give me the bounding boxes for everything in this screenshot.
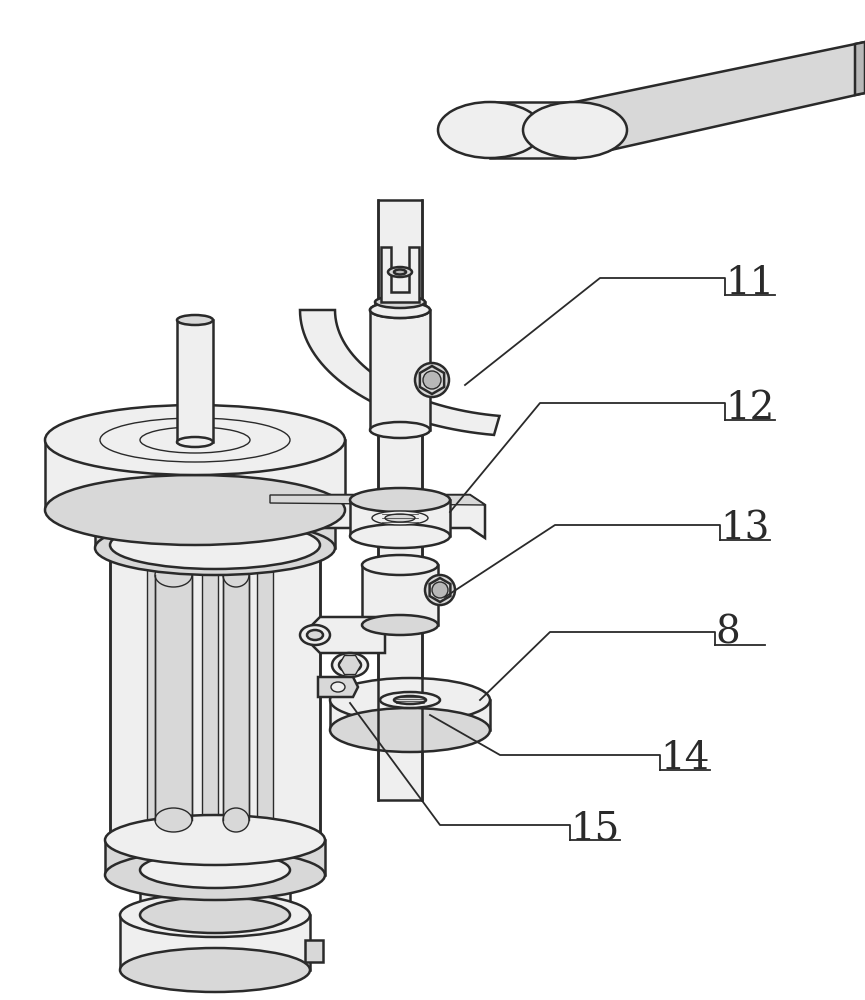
Ellipse shape xyxy=(105,850,325,900)
Ellipse shape xyxy=(95,521,335,575)
Polygon shape xyxy=(110,545,320,840)
Polygon shape xyxy=(490,102,575,158)
Ellipse shape xyxy=(423,371,441,389)
Ellipse shape xyxy=(140,427,250,453)
Text: 12: 12 xyxy=(725,390,774,427)
Ellipse shape xyxy=(120,948,310,992)
Ellipse shape xyxy=(177,437,213,447)
Polygon shape xyxy=(105,840,325,875)
Ellipse shape xyxy=(425,575,455,605)
Text: 14: 14 xyxy=(660,740,709,777)
Polygon shape xyxy=(95,510,335,548)
Polygon shape xyxy=(375,302,425,310)
Ellipse shape xyxy=(370,422,430,438)
Polygon shape xyxy=(381,247,419,302)
Polygon shape xyxy=(310,617,385,653)
Ellipse shape xyxy=(370,302,430,318)
Polygon shape xyxy=(223,575,249,820)
Ellipse shape xyxy=(394,696,426,704)
Ellipse shape xyxy=(388,267,412,277)
Polygon shape xyxy=(202,545,218,840)
Ellipse shape xyxy=(45,405,345,475)
Ellipse shape xyxy=(523,102,627,158)
Ellipse shape xyxy=(140,897,290,933)
Ellipse shape xyxy=(380,692,440,708)
Bar xyxy=(305,940,323,962)
Ellipse shape xyxy=(375,296,425,308)
Polygon shape xyxy=(270,495,485,505)
Polygon shape xyxy=(45,440,345,510)
Ellipse shape xyxy=(438,102,542,158)
Polygon shape xyxy=(147,545,163,840)
Ellipse shape xyxy=(177,315,213,325)
Polygon shape xyxy=(370,310,430,430)
Polygon shape xyxy=(140,870,290,915)
Polygon shape xyxy=(120,915,310,970)
Ellipse shape xyxy=(300,625,330,645)
Ellipse shape xyxy=(307,630,323,640)
Polygon shape xyxy=(339,655,361,675)
Ellipse shape xyxy=(155,563,192,587)
Polygon shape xyxy=(270,495,485,538)
Ellipse shape xyxy=(155,808,192,832)
Polygon shape xyxy=(177,320,213,442)
Polygon shape xyxy=(362,565,438,625)
Polygon shape xyxy=(430,578,451,602)
Text: 11: 11 xyxy=(725,265,774,302)
Ellipse shape xyxy=(223,808,249,832)
Ellipse shape xyxy=(362,615,438,635)
Text: 15: 15 xyxy=(570,810,619,847)
Polygon shape xyxy=(257,545,273,840)
Ellipse shape xyxy=(362,555,438,575)
Polygon shape xyxy=(318,677,358,697)
Ellipse shape xyxy=(105,815,325,865)
Ellipse shape xyxy=(330,708,490,752)
Polygon shape xyxy=(575,42,865,158)
Ellipse shape xyxy=(330,678,490,722)
Ellipse shape xyxy=(120,893,310,937)
Ellipse shape xyxy=(370,302,430,318)
Text: 13: 13 xyxy=(720,510,769,547)
Text: 8: 8 xyxy=(715,615,740,652)
Ellipse shape xyxy=(223,563,249,587)
Polygon shape xyxy=(855,42,865,95)
Polygon shape xyxy=(350,500,450,536)
Ellipse shape xyxy=(110,521,320,569)
Ellipse shape xyxy=(110,816,320,864)
Ellipse shape xyxy=(350,524,450,548)
Ellipse shape xyxy=(394,269,406,274)
Polygon shape xyxy=(330,700,490,730)
Ellipse shape xyxy=(385,514,415,522)
Ellipse shape xyxy=(350,488,450,512)
Polygon shape xyxy=(378,200,422,800)
Polygon shape xyxy=(300,310,499,435)
Ellipse shape xyxy=(372,511,428,525)
Ellipse shape xyxy=(339,658,361,672)
Ellipse shape xyxy=(95,483,335,537)
Ellipse shape xyxy=(332,653,368,677)
Ellipse shape xyxy=(432,582,448,598)
Polygon shape xyxy=(155,575,192,820)
Polygon shape xyxy=(420,366,444,394)
Ellipse shape xyxy=(415,363,449,397)
Ellipse shape xyxy=(45,475,345,545)
Ellipse shape xyxy=(331,682,345,692)
Ellipse shape xyxy=(140,852,290,888)
